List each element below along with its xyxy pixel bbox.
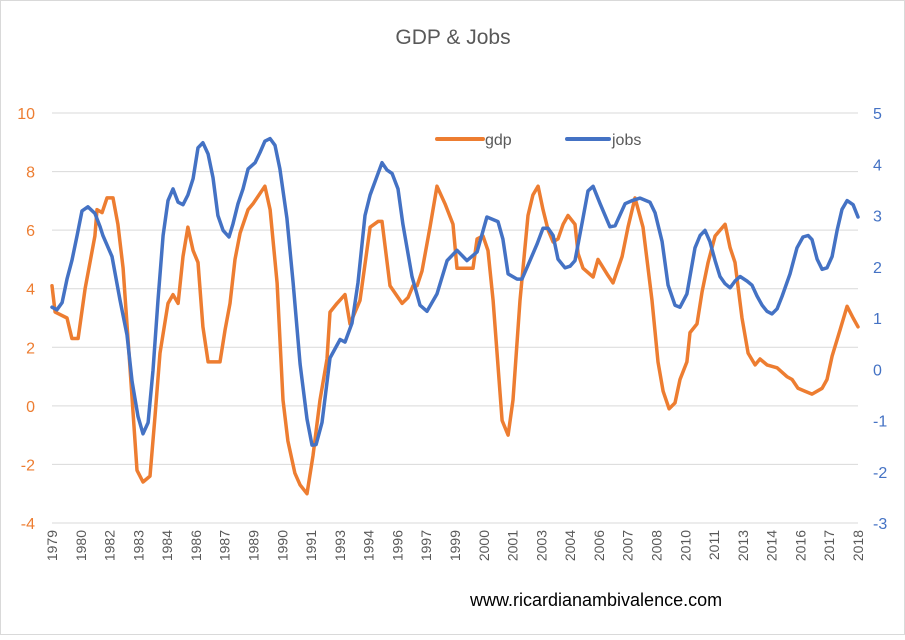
x-axis-tick-label: 2003	[533, 530, 549, 561]
x-axis-tick-label: 1983	[130, 530, 146, 561]
left-axis-tick-label: 4	[26, 282, 35, 299]
left-axis-tick-label: -4	[21, 516, 35, 533]
right-axis-tick-label: -3	[873, 516, 887, 533]
x-axis-tick-label: 1991	[303, 530, 319, 561]
left-axis-tick-label: -2	[21, 457, 35, 474]
x-axis-tick-label: 2016	[792, 530, 808, 561]
left-axis-tick-label: 0	[26, 399, 35, 416]
series-line-gdp	[50, 184, 860, 496]
source-annotation: www.ricardianambivalence.com	[469, 590, 722, 610]
x-axis-tick-label: 1994	[361, 530, 377, 561]
x-axis-tick-label: 2007	[620, 530, 636, 561]
x-axis-tick-label: 2011	[706, 530, 722, 560]
chart-title: GDP & Jobs	[395, 26, 510, 49]
x-axis-tick-label: 1986	[188, 530, 204, 561]
right-axis-tick-label: 5	[873, 106, 882, 123]
x-axis-tick-label: 1990	[274, 530, 290, 561]
x-axis-tick-label: 1997	[418, 530, 434, 561]
left-axis-tick-label: 2	[26, 340, 35, 357]
right-axis-tick-label: 0	[873, 362, 882, 379]
x-axis-tick-label: 2013	[735, 530, 751, 561]
x-axis-tick-label: 1982	[102, 530, 118, 561]
x-axis-tick-label: 1987	[217, 530, 233, 561]
legend: gdp jobs	[435, 132, 641, 149]
right-axis-tick-label: 1	[873, 311, 882, 328]
right-axis-tick-label: -1	[873, 414, 887, 431]
x-axis-tick-label: 2010	[677, 530, 693, 561]
x-axis-tick-label: 2018	[850, 530, 866, 561]
legend-label-gdp: gdp	[485, 132, 512, 149]
right-axis-tick-label: 4	[873, 157, 882, 174]
x-axis-tick-label: 2000	[476, 530, 492, 561]
left-axis-tick-label: 8	[26, 165, 35, 182]
series-line-jobs	[50, 136, 860, 447]
x-axis-tick-label: 2001	[505, 530, 521, 561]
x-axis-tick-label: 1993	[332, 530, 348, 561]
right-axis-tick-label: 2	[873, 260, 882, 277]
x-axis-tick-label: 2017	[821, 530, 837, 561]
x-axis-tick-label: 1979	[44, 530, 60, 561]
right-axis-tick-label: 3	[873, 209, 882, 226]
x-axis-tick-label: 2004	[562, 530, 578, 561]
x-axis-tick-label: 1989	[246, 530, 262, 561]
x-axis-tick-label: 1996	[389, 530, 405, 561]
x-axis-tick-label: 2006	[591, 530, 607, 561]
legend-label-jobs: jobs	[611, 132, 641, 149]
x-axis-tick-label: 2014	[764, 530, 780, 561]
x-axis-tick-label: 1999	[447, 530, 463, 561]
x-axis-tick-label: 2008	[649, 530, 665, 561]
x-axis-tick-label: 1980	[73, 530, 89, 561]
left-axis-tick-label: 10	[17, 106, 35, 123]
left-axis-tick-label: 6	[26, 223, 35, 240]
right-axis-tick-label: -2	[873, 465, 887, 482]
x-axis-tick-label: 1984	[159, 530, 175, 561]
